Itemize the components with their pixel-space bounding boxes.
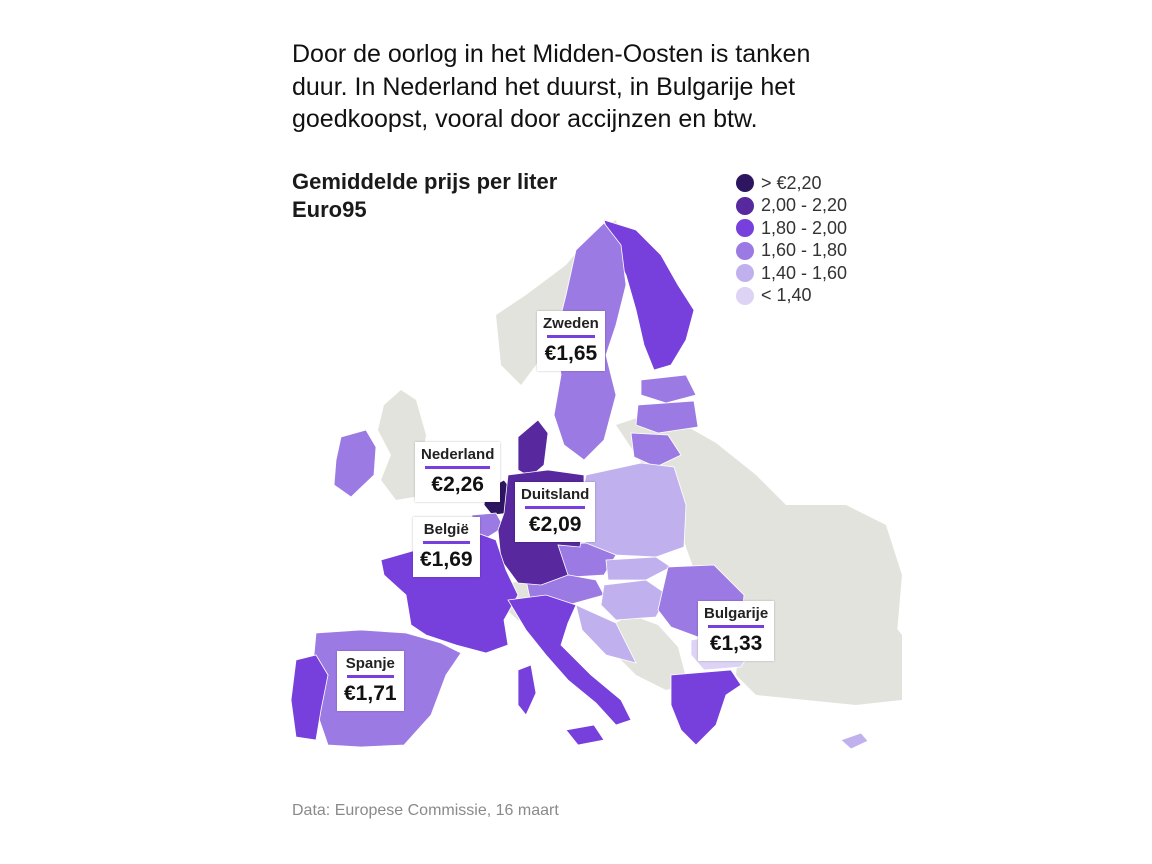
- country-denmark: [517, 419, 549, 478]
- country-lithuania: [630, 432, 682, 468]
- country-estonia: [640, 374, 697, 404]
- non-eu-land: [608, 615, 688, 690]
- non-eu-land: [736, 615, 902, 705]
- country-cyprus: [840, 732, 869, 750]
- callout-accent: [347, 675, 394, 678]
- country-finland: [603, 219, 695, 371]
- callout-price: €1,71: [337, 678, 404, 711]
- callout-country: Nederland: [421, 446, 495, 463]
- legend-label: < 1,40: [761, 285, 812, 306]
- callout-country: Bulgarije: [704, 605, 769, 622]
- country-portugal: [290, 654, 329, 741]
- headline: Door de oorlog in het Midden-Oosten is t…: [292, 40, 811, 133]
- callout-price: €1,33: [698, 628, 775, 661]
- legend-label: 1,40 - 1,60: [761, 262, 848, 283]
- callout-belgie: België €1,69: [413, 517, 480, 577]
- legend-swatch: [736, 196, 754, 215]
- legend-item: < 1,40: [736, 285, 847, 308]
- legend-swatch: [736, 286, 754, 305]
- callout-country: Spanje: [345, 655, 395, 672]
- legend-label: 1,80 - 2,00: [761, 217, 848, 238]
- country-greece: [670, 669, 742, 746]
- legend-item: > €2,20: [736, 172, 847, 195]
- legend-label: 1,60 - 1,80: [761, 240, 848, 261]
- callout-country: Zweden: [543, 315, 599, 332]
- legend-swatch: [736, 174, 754, 193]
- callout-bulgarije: Bulgarije €1,33: [698, 601, 775, 661]
- country-hungary: [600, 579, 669, 621]
- callout-zweden: Zweden €1,65: [537, 311, 605, 371]
- country-slovakia: [605, 556, 672, 581]
- callout-accent: [423, 541, 470, 544]
- country-sardinia: [517, 664, 537, 716]
- legend-item: 1,80 - 2,00: [736, 217, 847, 240]
- callout-nederland: Nederland €2,26: [415, 442, 501, 502]
- callout-price: €2,26: [415, 469, 501, 502]
- legend-swatch: [736, 264, 754, 283]
- legend-swatch: [736, 219, 754, 238]
- callout-accent: [425, 466, 491, 469]
- callout-accent: [547, 335, 595, 338]
- source-note: Data: Europese Commissie, 16 maart: [292, 802, 559, 819]
- legend-item: 2,00 - 2,20: [736, 195, 847, 218]
- country-latvia: [635, 400, 699, 434]
- callout-accent: [525, 506, 586, 509]
- country-sicily: [565, 724, 605, 746]
- country-italy: [507, 594, 632, 726]
- callout-price: €1,69: [413, 544, 480, 577]
- legend: > €2,20 2,00 - 2,20 1,80 - 2,00 1,60 - 1…: [736, 172, 847, 307]
- callout-price: €1,65: [537, 338, 605, 371]
- callout-country: Duitsland: [521, 486, 590, 503]
- map-title: Gemiddelde prijs per liter Euro95: [292, 169, 558, 222]
- legend-item: 1,40 - 1,60: [736, 262, 847, 285]
- legend-label: 2,00 - 2,20: [761, 195, 848, 216]
- callout-accent: [708, 625, 765, 628]
- callout-country: België: [423, 521, 469, 538]
- country-slovenia-croatia: [575, 604, 637, 664]
- callout-duitsland: Duitsland €2,09: [515, 482, 596, 542]
- callout-price: €2,09: [515, 509, 596, 542]
- legend-item: 1,60 - 1,80: [736, 240, 847, 263]
- country-ireland: [333, 429, 377, 498]
- legend-label: > €2,20: [761, 172, 822, 193]
- callout-spanje: Spanje €1,71: [337, 651, 404, 711]
- legend-swatch: [736, 241, 754, 260]
